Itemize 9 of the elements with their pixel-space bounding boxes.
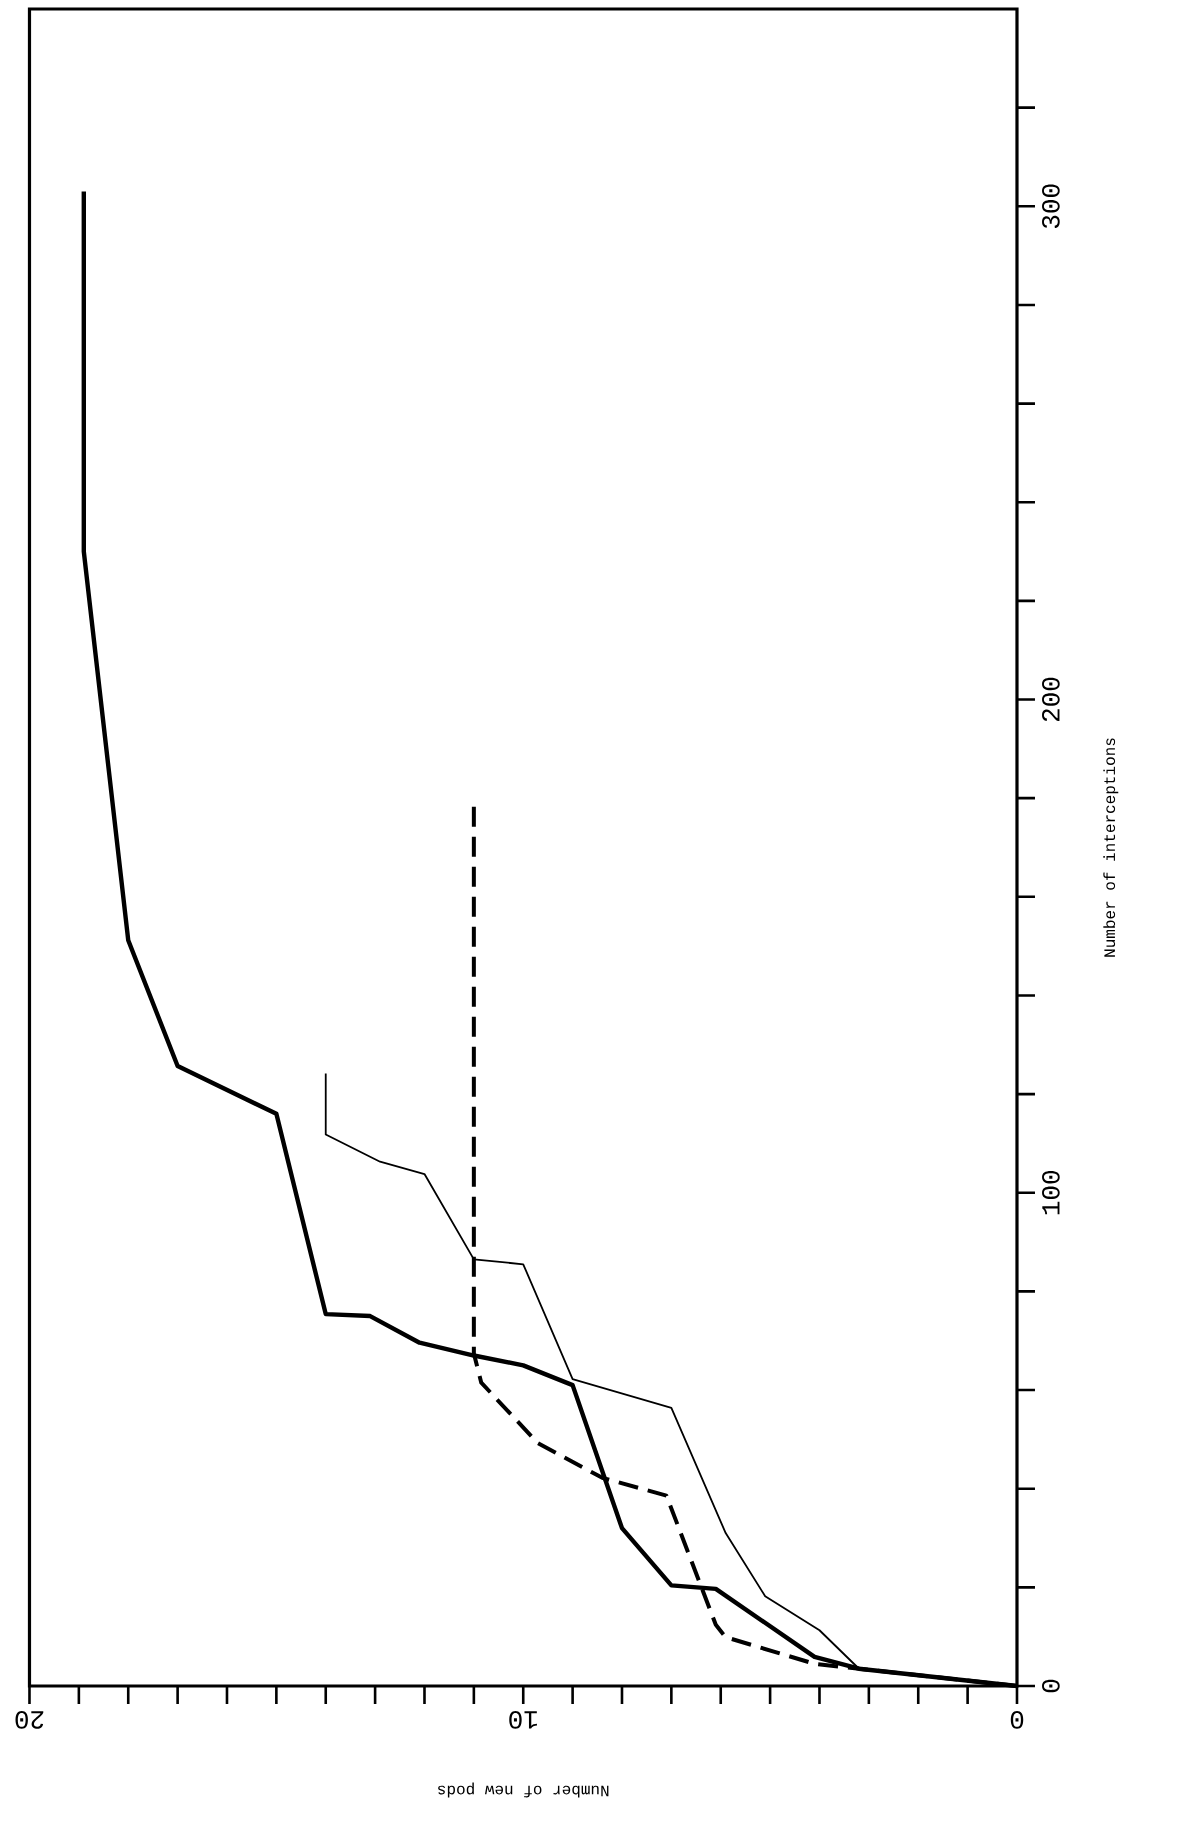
x-tick-label: 20 [15, 1711, 44, 1729]
y-tick-label: 300 [1042, 184, 1060, 229]
x-tick-label: 10 [509, 1711, 537, 1729]
y-axis-title: Number of interceptions [1103, 738, 1119, 957]
x-axis-title: Number of new pods [438, 1782, 609, 1798]
y-tick-label: 100 [1042, 1170, 1060, 1215]
x-tick-label: 0 [1010, 1711, 1024, 1729]
y-tick-label: 0 [1042, 1679, 1060, 1693]
y-tick-label: 200 [1042, 677, 1060, 722]
